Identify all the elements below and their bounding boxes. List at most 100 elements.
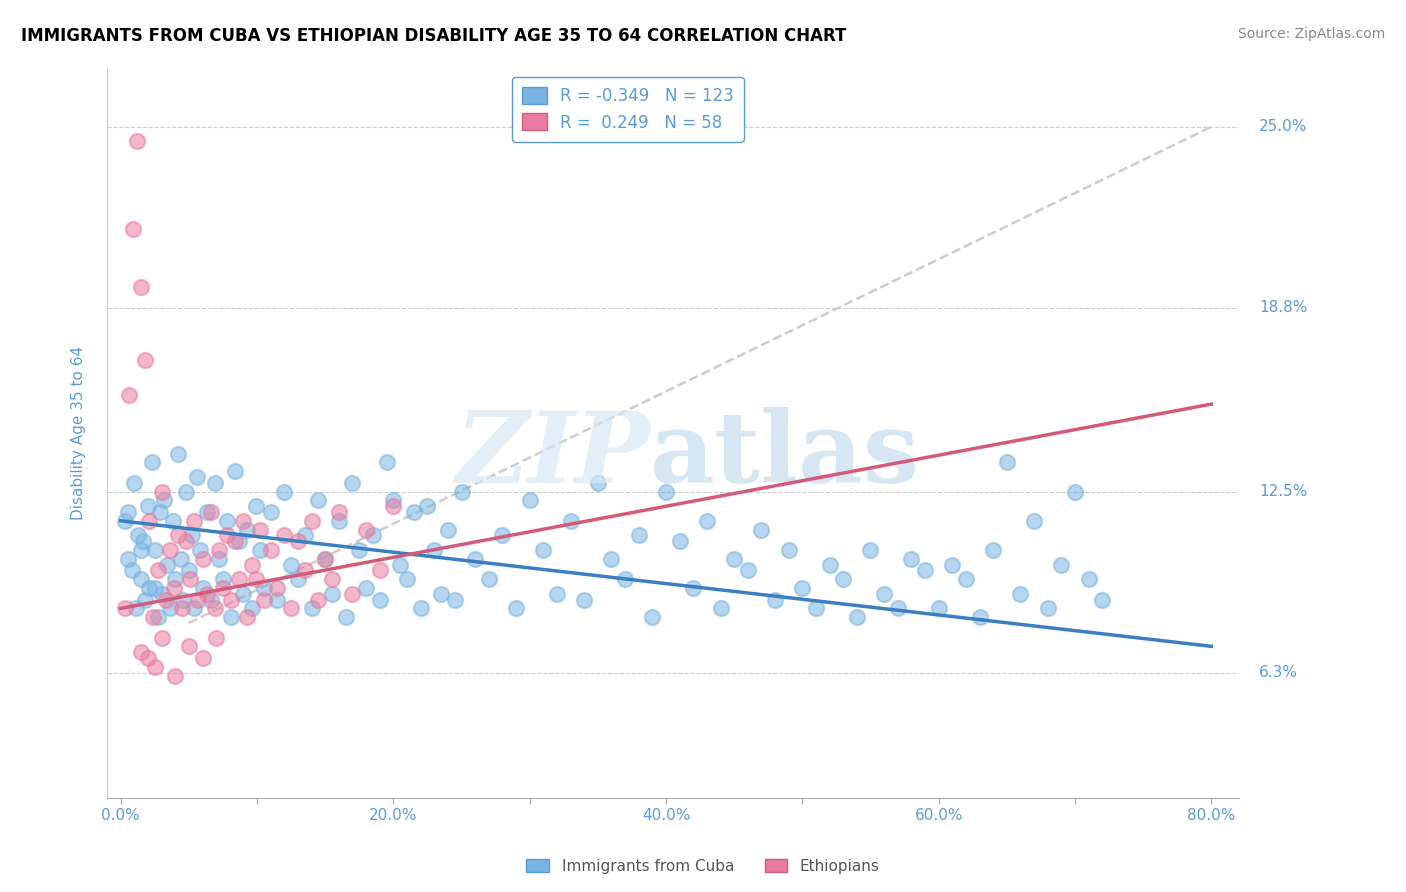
Point	[450, 484, 472, 499]
Point	[117, 505, 139, 519]
Point	[212, 581, 235, 595]
Point	[301, 601, 323, 615]
Point	[737, 564, 759, 578]
Point	[354, 581, 377, 595]
Point	[155, 592, 177, 607]
Point	[260, 543, 283, 558]
Point	[208, 543, 231, 558]
Point	[430, 587, 453, 601]
Text: ZIP: ZIP	[456, 407, 650, 503]
Point	[170, 551, 193, 566]
Point	[188, 543, 211, 558]
Point	[249, 543, 271, 558]
Point	[240, 558, 263, 572]
Point	[179, 572, 201, 586]
Point	[215, 514, 238, 528]
Point	[519, 493, 541, 508]
Point	[232, 514, 254, 528]
Text: 25.0%: 25.0%	[1258, 120, 1308, 135]
Point	[228, 534, 250, 549]
Legend: Immigrants from Cuba, Ethiopians: Immigrants from Cuba, Ethiopians	[520, 853, 886, 880]
Point	[696, 514, 718, 528]
Point	[174, 534, 197, 549]
Point	[280, 601, 302, 615]
Point	[382, 500, 405, 514]
Point	[900, 551, 922, 566]
Point	[125, 601, 148, 615]
Point	[273, 528, 295, 542]
Point	[127, 528, 149, 542]
Point	[195, 505, 218, 519]
Point	[143, 543, 166, 558]
Point	[321, 572, 343, 586]
Point	[177, 564, 200, 578]
Point	[118, 388, 141, 402]
Point	[236, 523, 259, 537]
Legend: R = -0.349   N = 123, R =  0.249   N = 58: R = -0.349 N = 123, R = 0.249 N = 58	[512, 77, 744, 142]
Point	[335, 610, 357, 624]
Point	[162, 514, 184, 528]
Point	[301, 514, 323, 528]
Point	[491, 528, 513, 542]
Point	[191, 581, 214, 595]
Point	[146, 610, 169, 624]
Point	[382, 493, 405, 508]
Point	[464, 551, 486, 566]
Point	[232, 587, 254, 601]
Point	[600, 551, 623, 566]
Point	[136, 500, 159, 514]
Point	[143, 659, 166, 673]
Point	[195, 587, 218, 601]
Point	[240, 601, 263, 615]
Point	[172, 592, 194, 607]
Point	[342, 587, 364, 601]
Point	[167, 528, 190, 542]
Point	[307, 592, 329, 607]
Point	[792, 581, 814, 595]
Point	[163, 581, 186, 595]
Point	[129, 645, 152, 659]
Point	[142, 610, 165, 624]
Point	[200, 505, 222, 519]
Text: atlas: atlas	[650, 407, 921, 504]
Text: Source: ZipAtlas.com: Source: ZipAtlas.com	[1237, 27, 1385, 41]
Point	[354, 523, 377, 537]
Point	[180, 528, 202, 542]
Point	[117, 551, 139, 566]
Point	[228, 572, 250, 586]
Text: 18.8%: 18.8%	[1258, 301, 1308, 315]
Point	[955, 572, 977, 586]
Point	[294, 564, 316, 578]
Point	[914, 564, 936, 578]
Point	[995, 455, 1018, 469]
Point	[177, 640, 200, 654]
Point	[574, 592, 596, 607]
Point	[655, 484, 678, 499]
Point	[437, 523, 460, 537]
Point	[546, 587, 568, 601]
Point	[236, 610, 259, 624]
Point	[443, 592, 465, 607]
Point	[531, 543, 554, 558]
Point	[723, 551, 745, 566]
Point	[1077, 572, 1099, 586]
Point	[156, 558, 179, 572]
Point	[249, 523, 271, 537]
Point	[389, 558, 412, 572]
Point	[134, 353, 156, 368]
Point	[150, 631, 173, 645]
Y-axis label: Disability Age 35 to 64: Disability Age 35 to 64	[72, 346, 86, 520]
Point	[287, 534, 309, 549]
Point	[969, 610, 991, 624]
Point	[125, 135, 148, 149]
Point	[186, 470, 208, 484]
Text: IMMIGRANTS FROM CUBA VS ETHIOPIAN DISABILITY AGE 35 TO 64 CORRELATION CHART: IMMIGRANTS FROM CUBA VS ETHIOPIAN DISABI…	[21, 27, 846, 45]
Point	[307, 493, 329, 508]
Point	[129, 280, 152, 294]
Point	[328, 514, 350, 528]
Point	[150, 587, 173, 601]
Point	[1022, 514, 1045, 528]
Point	[219, 610, 242, 624]
Point	[941, 558, 963, 572]
Point	[129, 572, 152, 586]
